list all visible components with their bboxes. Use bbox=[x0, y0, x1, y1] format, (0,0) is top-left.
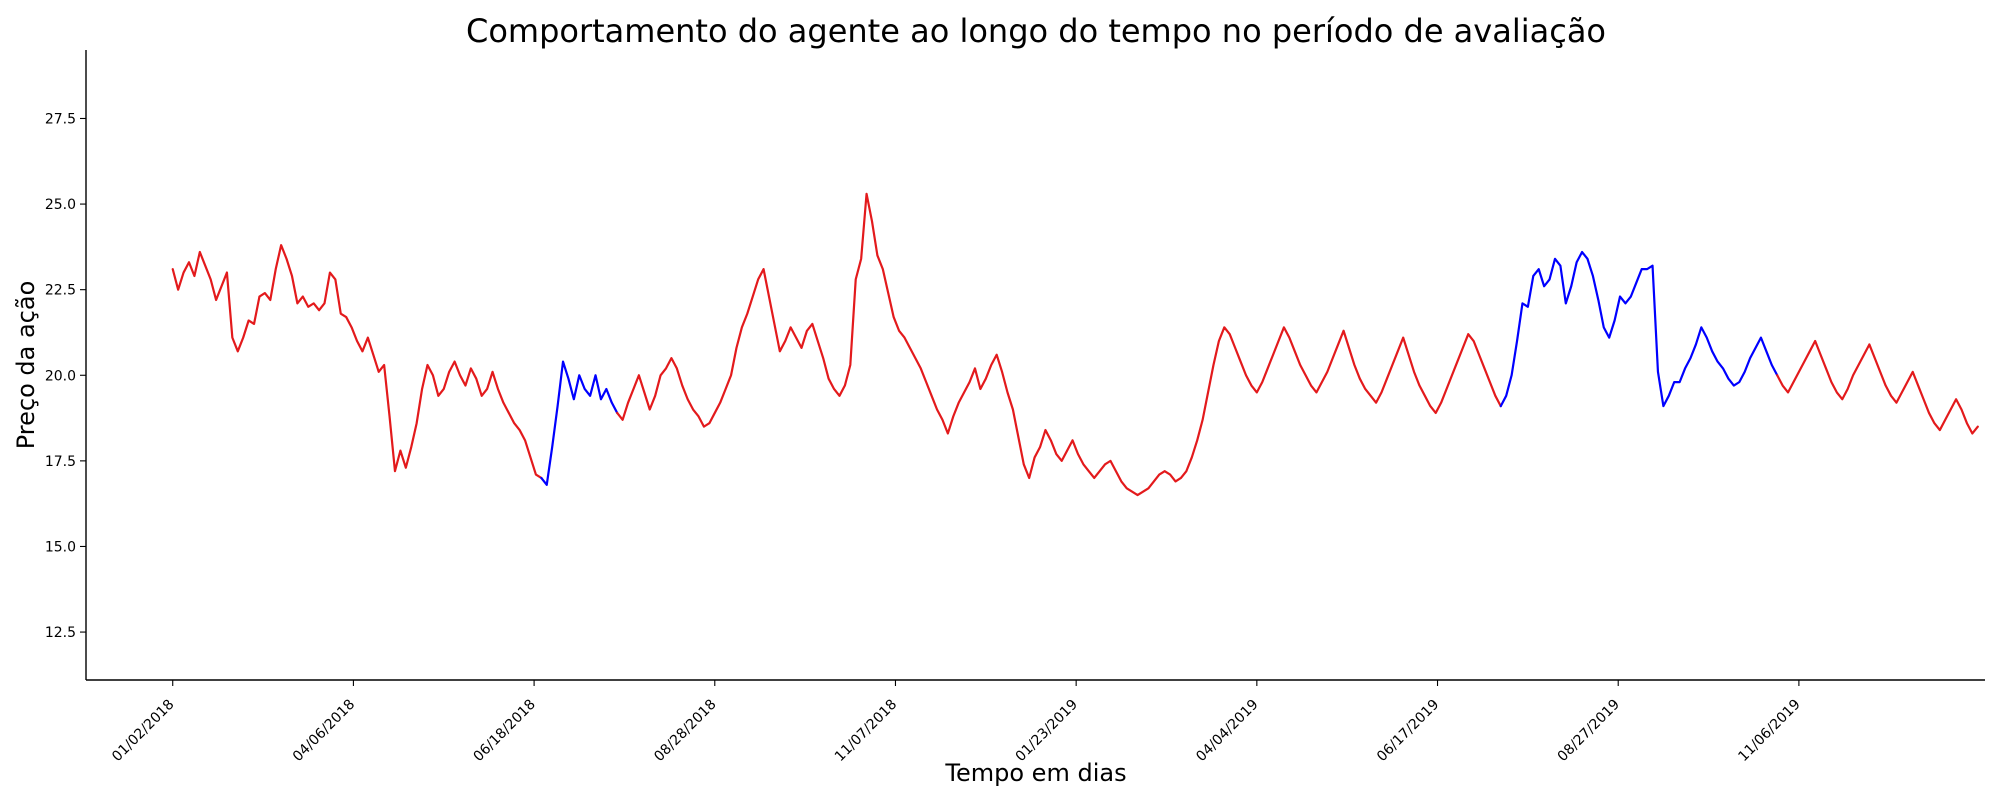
y-tick-label: 20.0 bbox=[45, 368, 76, 384]
x-tick-label: 04/06/2018 bbox=[290, 697, 358, 765]
x-tick-label: 06/17/2019 bbox=[1374, 697, 1442, 765]
series-segment-3 bbox=[616, 192, 1502, 497]
x-tick-label: 11/07/2018 bbox=[832, 697, 900, 765]
x-tick-label: 08/27/2019 bbox=[1555, 697, 1623, 765]
y-tick-label: 12.5 bbox=[45, 625, 76, 641]
x-axis-label: Tempo em dias bbox=[944, 759, 1126, 787]
y-axis-label: Preço da ação bbox=[12, 281, 40, 450]
chart-title: Comportamento do agente ao longo do temp… bbox=[466, 12, 1606, 50]
x-tick-label: 01/02/2018 bbox=[109, 697, 177, 765]
y-tick-label: 17.5 bbox=[45, 454, 76, 470]
x-tick-label: 11/06/2019 bbox=[1735, 697, 1803, 765]
x-tick-label: 06/18/2018 bbox=[471, 697, 539, 765]
x-tick-label: 08/28/2018 bbox=[651, 697, 719, 765]
y-tick-label: 25.0 bbox=[45, 197, 76, 213]
series-segment-2 bbox=[540, 360, 619, 486]
plot-layer: 12.5 15.0 17.5 20.0 22.5 25.0 27.5 01/02/2018 04… bbox=[45, 50, 1985, 765]
y-tick-label: 15.0 bbox=[45, 539, 76, 555]
y-tick-label: 27.5 bbox=[45, 111, 76, 127]
x-tick-label: 04/04/2019 bbox=[1193, 697, 1261, 765]
y-tick-label: 22.5 bbox=[45, 283, 76, 299]
series-segment-5 bbox=[1776, 339, 1979, 435]
series-segment-1 bbox=[171, 244, 543, 480]
series-segment-4 bbox=[1499, 250, 1779, 408]
x-tick-label: 01/23/2019 bbox=[1013, 697, 1081, 765]
